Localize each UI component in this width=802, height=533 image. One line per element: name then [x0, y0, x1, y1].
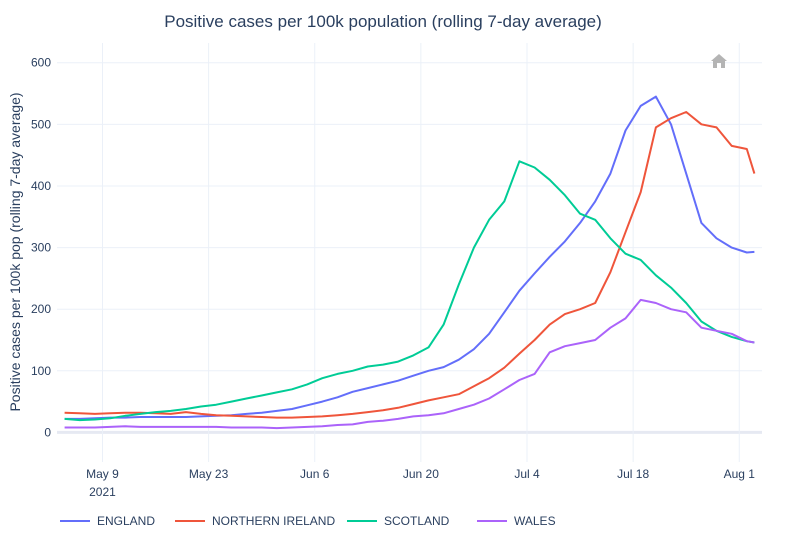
y-tick-label: 500: [31, 117, 51, 131]
series-line-scotland: [64, 160, 755, 422]
y-tick-label: 100: [31, 364, 51, 378]
legend-item[interactable]: ENGLAND: [60, 514, 155, 528]
legend-item[interactable]: WALES: [477, 514, 556, 528]
legend-label: WALES: [514, 514, 556, 528]
y-tick-label: 600: [31, 56, 51, 70]
legend-item[interactable]: NORTHERN IRELAND: [175, 514, 335, 528]
grid: [57, 43, 762, 462]
y-tick-label: 200: [31, 302, 51, 316]
x-tick-label: Aug 1: [724, 467, 756, 481]
legend-label: NORTHERN IRELAND: [212, 514, 335, 528]
series-line-england: [64, 95, 755, 420]
x-tick-label: Jun 6: [300, 467, 330, 481]
series-lines: [64, 95, 756, 430]
x-tick-year-label: 2021: [89, 485, 116, 499]
x-tick-label: Jul 4: [514, 467, 540, 481]
x-tick-label: May 9: [86, 467, 119, 481]
y-tick-label: 400: [31, 179, 51, 193]
legend-label: SCOTLAND: [384, 514, 450, 528]
x-axis-ticks: May 9 2021 May 23 Jun 6 Jun 20 Jul 4 Jul 18 Aug…: [86, 467, 755, 499]
y-axis-title: Positive cases per 100k pop (rolling 7-d…: [7, 92, 23, 411]
x-tick-label: Jul 18: [617, 467, 649, 481]
chart-title: Positive cases per 100k population (roll…: [164, 12, 602, 31]
legend: ENGLAND NORTHERN IRELAND SCOTLAND WALES: [60, 514, 556, 528]
legend-item[interactable]: SCOTLAND: [347, 514, 450, 528]
series-line-wales: [64, 298, 755, 430]
x-tick-label: May 23: [189, 467, 229, 481]
y-tick-label: 0: [44, 425, 51, 439]
series-line-northern-ireland: [64, 111, 756, 419]
y-axis-ticks: 0 100 200 300 400 500 600: [31, 56, 51, 440]
home-icon[interactable]: [711, 54, 727, 68]
legend-label: ENGLAND: [97, 514, 155, 528]
y-tick-label: 300: [31, 241, 51, 255]
x-tick-label: Jun 20: [403, 467, 439, 481]
